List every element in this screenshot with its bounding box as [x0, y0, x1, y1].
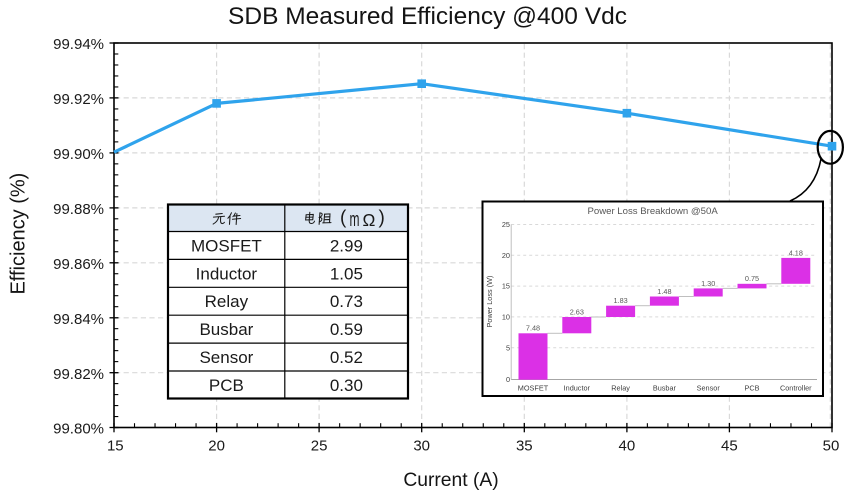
svg-text:4.18: 4.18 — [789, 248, 803, 257]
svg-text:m: m — [350, 209, 360, 231]
svg-text:Inductor: Inductor — [196, 264, 258, 283]
svg-text:0.52: 0.52 — [330, 348, 363, 367]
svg-text:Sensor: Sensor — [697, 384, 721, 393]
svg-text:5: 5 — [506, 343, 510, 352]
svg-text:0.73: 0.73 — [330, 292, 363, 311]
svg-text:1.83: 1.83 — [613, 296, 627, 305]
svg-text:Ω: Ω — [363, 210, 376, 230]
svg-text:Relay: Relay — [205, 292, 249, 311]
svg-text:MOSFET: MOSFET — [518, 384, 549, 393]
svg-text:99.80%: 99.80% — [53, 421, 104, 438]
svg-text:20: 20 — [208, 438, 225, 455]
svg-text:2.99: 2.99 — [330, 236, 363, 255]
svg-text:Sensor: Sensor — [199, 348, 253, 367]
svg-text:10: 10 — [502, 313, 510, 322]
svg-text:0: 0 — [506, 375, 510, 384]
svg-text:15: 15 — [107, 438, 124, 455]
svg-text:30: 30 — [413, 438, 430, 455]
svg-text:MOSFET: MOSFET — [191, 236, 262, 255]
svg-text:99.92%: 99.92% — [53, 91, 104, 108]
svg-text:99.82%: 99.82% — [53, 366, 104, 383]
svg-text:Power Loss (W): Power Loss (W) — [485, 276, 494, 328]
svg-text:40: 40 — [619, 438, 636, 455]
svg-text:Current (A): Current (A) — [403, 470, 498, 491]
svg-text:(: ( — [340, 208, 347, 229]
svg-text:99.90%: 99.90% — [53, 146, 104, 163]
svg-text:99.86%: 99.86% — [53, 256, 104, 273]
svg-text:0.30: 0.30 — [330, 376, 363, 395]
svg-text:Efficiency (%): Efficiency (%) — [7, 173, 29, 295]
svg-text:PCB: PCB — [744, 384, 759, 393]
svg-text:Inductor: Inductor — [564, 384, 591, 393]
svg-text:Controller: Controller — [780, 384, 812, 393]
svg-text:20: 20 — [502, 251, 510, 260]
svg-text:): ) — [379, 208, 385, 229]
svg-text:0.75: 0.75 — [745, 274, 759, 283]
svg-text:25: 25 — [311, 438, 328, 455]
svg-text:SDB Measured Efficiency @400 V: SDB Measured Efficiency @400 Vdc — [228, 3, 627, 30]
svg-text:1.30: 1.30 — [701, 279, 715, 288]
svg-text:2.63: 2.63 — [570, 307, 584, 316]
svg-text:Busbar: Busbar — [199, 320, 253, 339]
svg-text:50: 50 — [823, 438, 840, 455]
svg-text:1.05: 1.05 — [330, 264, 363, 283]
svg-text:99.84%: 99.84% — [53, 311, 104, 328]
svg-text:1.48: 1.48 — [657, 287, 671, 296]
svg-text:99.88%: 99.88% — [53, 201, 104, 218]
svg-text:15: 15 — [502, 282, 510, 291]
svg-text:35: 35 — [516, 438, 533, 455]
svg-text:Relay: Relay — [611, 384, 630, 393]
svg-text:Power Loss Breakdown @50A: Power Loss Breakdown @50A — [587, 206, 718, 217]
svg-text:25: 25 — [502, 220, 510, 229]
svg-text:99.94%: 99.94% — [53, 36, 104, 53]
svg-text:0.59: 0.59 — [330, 320, 363, 339]
svg-text:7.48: 7.48 — [526, 324, 540, 333]
svg-text:PCB: PCB — [209, 376, 244, 395]
svg-text:45: 45 — [721, 438, 738, 455]
svg-text:Busbar: Busbar — [653, 384, 677, 393]
